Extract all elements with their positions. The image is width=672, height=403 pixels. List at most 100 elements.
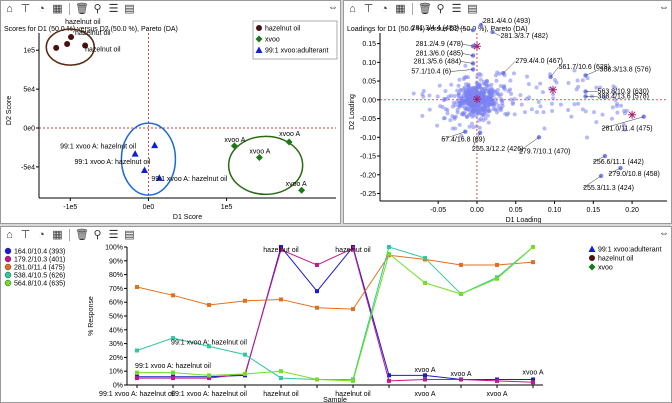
loading-point	[441, 116, 446, 121]
loading-point	[468, 91, 473, 96]
loading-point	[509, 91, 514, 96]
loading-point	[551, 92, 556, 97]
series-marker	[171, 336, 175, 341]
loading-point	[455, 110, 460, 115]
x-tick-label: 0e0	[143, 204, 155, 211]
point-label: xvoo A	[279, 131, 300, 138]
scatter-tool-icon[interactable]: ◔	[38, 228, 45, 241]
legend-marker	[4, 279, 12, 287]
loading-point	[445, 111, 450, 116]
point-label: 99:1 xvoo A: hazelnut oil	[75, 159, 151, 166]
toolbar-separator	[69, 229, 70, 241]
series-marker	[279, 245, 283, 249]
list-icon[interactable]: ☰	[108, 228, 119, 241]
legend-marker	[4, 247, 12, 255]
table-icon[interactable]: ▦	[395, 2, 406, 15]
loading-point	[502, 84, 507, 89]
table-icon[interactable]: ▦	[52, 228, 63, 241]
loading-point	[622, 108, 627, 113]
series-marker	[423, 377, 427, 382]
x-tick-label: 1e5	[221, 204, 233, 211]
loading-point	[482, 105, 487, 110]
loading-point	[411, 91, 416, 96]
home-icon[interactable]: ⌂	[6, 228, 13, 241]
loading-point	[437, 83, 442, 88]
label-leader	[550, 66, 559, 78]
loading-point	[453, 103, 458, 108]
loading-label: 281.0/11.4 (475)	[602, 126, 653, 133]
home-icon[interactable]: ⌂	[349, 2, 356, 15]
loading-point	[448, 118, 453, 123]
loading-point	[498, 84, 503, 89]
magnify-icon[interactable]: ⚲	[436, 2, 445, 15]
loading-point	[466, 84, 471, 89]
trash-icon[interactable]: 🗑	[418, 2, 432, 15]
loading-point	[509, 97, 514, 102]
label-leader	[451, 69, 474, 72]
table-icon[interactable]: ▦	[52, 2, 63, 15]
grid-icon[interactable]: ▤	[124, 2, 135, 15]
loading-point	[459, 133, 464, 138]
series-marker	[171, 293, 175, 298]
loading-point	[486, 120, 491, 125]
pin-icon[interactable]: ⊤	[363, 2, 374, 15]
legend-marker	[4, 271, 12, 279]
list-icon[interactable]: ☰	[451, 2, 462, 15]
loading-point	[483, 116, 488, 121]
y-tick-label: -0.25	[360, 191, 376, 198]
series-marker	[351, 378, 355, 383]
loading-point	[613, 85, 618, 90]
loadings-panel: ⌂ ⊤ ◔ ▦ 🗑 ⚲ ☰ ▤ ⇔ Loadings for D1 (50.0 …	[343, 0, 672, 224]
loading-point	[615, 110, 620, 115]
series-marker	[315, 305, 319, 310]
trash-icon[interactable]: 🗑	[75, 2, 89, 15]
loading-label: 563.8/10.9 (630)	[598, 89, 649, 96]
pin-icon[interactable]: ⊤	[20, 2, 31, 15]
loading-point	[461, 77, 466, 82]
loading-label: 281.3/5.6 (484)	[414, 58, 461, 65]
dock-pin-icon[interactable]: ⇔	[328, 2, 338, 13]
loading-label: 255.3/12.2 (426)	[472, 146, 523, 153]
series-marker	[423, 373, 427, 378]
loading-point	[485, 113, 490, 118]
magnify-icon[interactable]: ⚲	[93, 2, 102, 15]
home-icon[interactable]: ⌂	[6, 2, 13, 15]
loading-point	[502, 87, 507, 92]
y-tick-label: 0.15	[362, 41, 376, 48]
legend-label: 99:1 xvoo:adulterant	[598, 247, 661, 254]
loading-point	[613, 97, 618, 102]
dock-pin-icon[interactable]: ⇔	[659, 2, 669, 13]
loading-point	[420, 92, 425, 97]
scatter-tool-icon[interactable]: ◔	[38, 2, 45, 15]
loading-point	[609, 116, 614, 121]
loadings-toolbar: ⌂ ⊤ ◔ ▦ 🗑 ⚲ ☰ ▤	[344, 1, 671, 17]
series-line	[136, 254, 534, 310]
loading-point	[471, 102, 476, 107]
grid-icon[interactable]: ▤	[467, 2, 478, 15]
scatter-tool-icon[interactable]: ◔	[381, 2, 388, 15]
magnify-icon[interactable]: ⚲	[93, 228, 102, 241]
series-marker	[495, 276, 499, 281]
pin-icon[interactable]: ⊤	[20, 228, 31, 241]
loading-point	[498, 106, 503, 111]
series-marker	[279, 369, 283, 374]
loading-point	[478, 90, 483, 95]
response-chart: 0% 10% 20% 30% 40% 50% 60% 70% 80% 90% 100% % Respo…	[4, 245, 661, 402]
loading-point	[421, 88, 426, 93]
loading-point	[475, 74, 480, 79]
loading-point	[487, 97, 492, 102]
y-tick-label: 50%	[109, 314, 123, 321]
loading-point	[518, 93, 523, 98]
dock-pin-icon[interactable]: ⇔	[659, 228, 669, 239]
point-label: 99:1 xvoo A: hazelnut oil	[60, 144, 136, 151]
grid-icon[interactable]: ▤	[124, 228, 135, 241]
trash-icon[interactable]: 🗑	[75, 228, 89, 241]
list-icon[interactable]: ☰	[108, 2, 119, 15]
y-tick-label: 0e0	[23, 126, 35, 133]
legend-marker	[588, 245, 596, 252]
series-line	[137, 245, 533, 380]
point-label: xvoo A	[286, 181, 307, 188]
label-leader	[463, 43, 474, 47]
y-tick-label: 0.10	[362, 60, 376, 67]
